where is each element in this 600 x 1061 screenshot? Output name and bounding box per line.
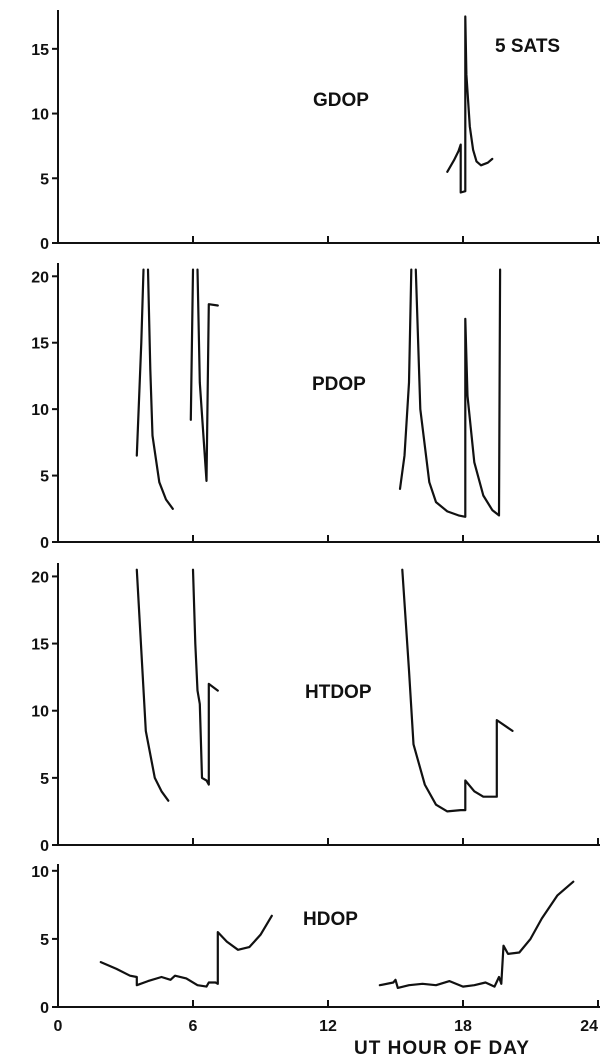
y-tick-label: 0 xyxy=(40,535,49,552)
series-line xyxy=(135,268,145,457)
series-line xyxy=(146,268,174,510)
series-line xyxy=(196,268,219,482)
chart-panels: 0 5 10 15 GDOP 0 5 10 15 20 PDOP 0 5 10 15 20 HTDOP 0 5 10 H… xyxy=(31,10,600,1035)
x-tick-label: 24 xyxy=(580,1018,598,1035)
series-line xyxy=(189,268,195,421)
y-tick-label: 20 xyxy=(31,569,49,586)
panel-label: HDOP xyxy=(303,909,358,930)
series-line xyxy=(414,268,502,518)
x-tick-label: 12 xyxy=(319,1018,337,1035)
y-tick-label: 15 xyxy=(31,42,49,59)
panel-htdop: 0 5 10 15 20 HTDOP xyxy=(31,563,600,855)
x-tick-label: 6 xyxy=(189,1018,198,1035)
panel-label: GDOP xyxy=(313,90,369,111)
sats-annotation: 5 SATS xyxy=(495,36,560,57)
series-line xyxy=(135,568,170,802)
series-line xyxy=(446,15,494,194)
series-line xyxy=(401,568,514,813)
series-line xyxy=(398,268,413,490)
y-tick-label: 0 xyxy=(40,838,49,855)
y-tick-label: 10 xyxy=(31,107,49,124)
series-line xyxy=(378,880,575,989)
panel-pdop: 0 5 10 15 20 PDOP xyxy=(31,263,600,552)
y-tick-label: 10 xyxy=(31,402,49,419)
y-tick-label: 0 xyxy=(40,236,49,253)
x-axis-title: UT HOUR OF DAY xyxy=(354,1038,530,1059)
series-line xyxy=(99,914,273,988)
panel-hdop: 0 5 10 HDOP xyxy=(31,864,600,1017)
y-tick-label: 10 xyxy=(31,864,49,881)
y-tick-label: 15 xyxy=(31,336,49,353)
panel-label: PDOP xyxy=(312,374,366,395)
y-tick-label: 0 xyxy=(40,1000,49,1017)
series-line xyxy=(191,568,219,786)
panel-gdop: 0 5 10 15 GDOP xyxy=(31,10,600,253)
y-tick-label: 10 xyxy=(31,704,49,721)
y-tick-label: 15 xyxy=(31,637,49,654)
y-tick-label: 5 xyxy=(40,469,49,486)
y-tick-label: 5 xyxy=(40,932,49,949)
x-tick-label: 18 xyxy=(454,1018,472,1035)
y-tick-label: 5 xyxy=(40,171,49,188)
panel-label: HTDOP xyxy=(305,682,372,703)
y-tick-label: 20 xyxy=(31,269,49,286)
y-tick-label: 5 xyxy=(40,771,49,788)
x-tick-label: 0 xyxy=(54,1018,63,1035)
